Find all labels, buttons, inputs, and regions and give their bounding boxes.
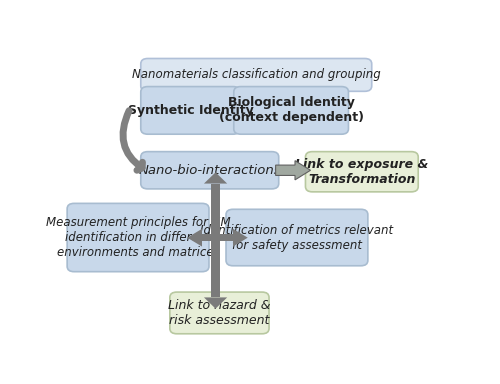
Bar (212, 184, 220, 298)
Text: Synthetic Identity: Synthetic Identity (128, 104, 254, 117)
Text: Link to exposure &
Transformation: Link to exposure & Transformation (295, 158, 428, 186)
Polygon shape (233, 229, 248, 247)
Text: Identification of metrics relevant
for safety assessment: Identification of metrics relevant for s… (200, 223, 394, 252)
Text: Biological Identity
(context dependent): Biological Identity (context dependent) (218, 96, 364, 124)
FancyBboxPatch shape (67, 204, 209, 272)
Text: Nanomaterials classification and grouping: Nanomaterials classification and groupin… (132, 68, 380, 81)
FancyBboxPatch shape (141, 58, 372, 91)
Text: Nano-bio-interactions: Nano-bio-interactions (138, 164, 281, 177)
FancyBboxPatch shape (141, 152, 278, 189)
Polygon shape (204, 298, 227, 309)
FancyBboxPatch shape (141, 86, 240, 134)
FancyBboxPatch shape (306, 152, 418, 192)
FancyBboxPatch shape (226, 209, 368, 266)
Text: Measurement principles for NM
identification in different
environments and matri: Measurement principles for NM identifica… (46, 216, 230, 259)
Text: Link to hazard &
risk assessment: Link to hazard & risk assessment (168, 299, 270, 327)
FancyBboxPatch shape (170, 292, 269, 334)
Polygon shape (188, 229, 202, 247)
Polygon shape (276, 161, 310, 180)
Polygon shape (204, 172, 227, 184)
FancyBboxPatch shape (234, 86, 348, 134)
Bar (202, 234, 233, 241)
